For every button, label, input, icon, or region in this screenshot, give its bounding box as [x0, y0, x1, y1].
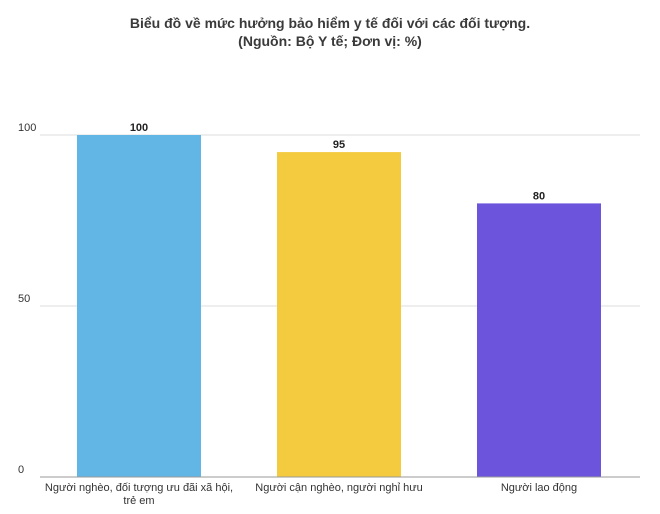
- x-tick-label-3: Người lao động: [500, 482, 578, 494]
- bar-2: [277, 152, 401, 477]
- x-tick-label-2: Người cận nghèo, người nghỉ hưu: [255, 482, 423, 494]
- chart-subtitle: (Nguồn: Bộ Y tế; Đơn vị: %): [238, 33, 422, 49]
- y-tick-label-0: 0: [18, 464, 24, 476]
- data-label-3: 80: [533, 190, 545, 202]
- data-label-2: 95: [333, 139, 345, 151]
- data-label-1: 100: [130, 122, 148, 134]
- chart-title: Biểu đồ về mức hưởng bảo hiểm y tế đối v…: [129, 15, 531, 31]
- y-tick-label-100: 100: [18, 122, 36, 134]
- bar-1: [77, 135, 201, 477]
- bar-3: [477, 203, 601, 477]
- y-tick-label-50: 50: [18, 293, 30, 305]
- x-tick-label-1: Người nghèo, đối tượng ưu đãi xã hội, tr…: [44, 482, 234, 507]
- chart-title-block: Biểu đồ về mức hưởng bảo hiểm y tế đối v…: [0, 14, 660, 50]
